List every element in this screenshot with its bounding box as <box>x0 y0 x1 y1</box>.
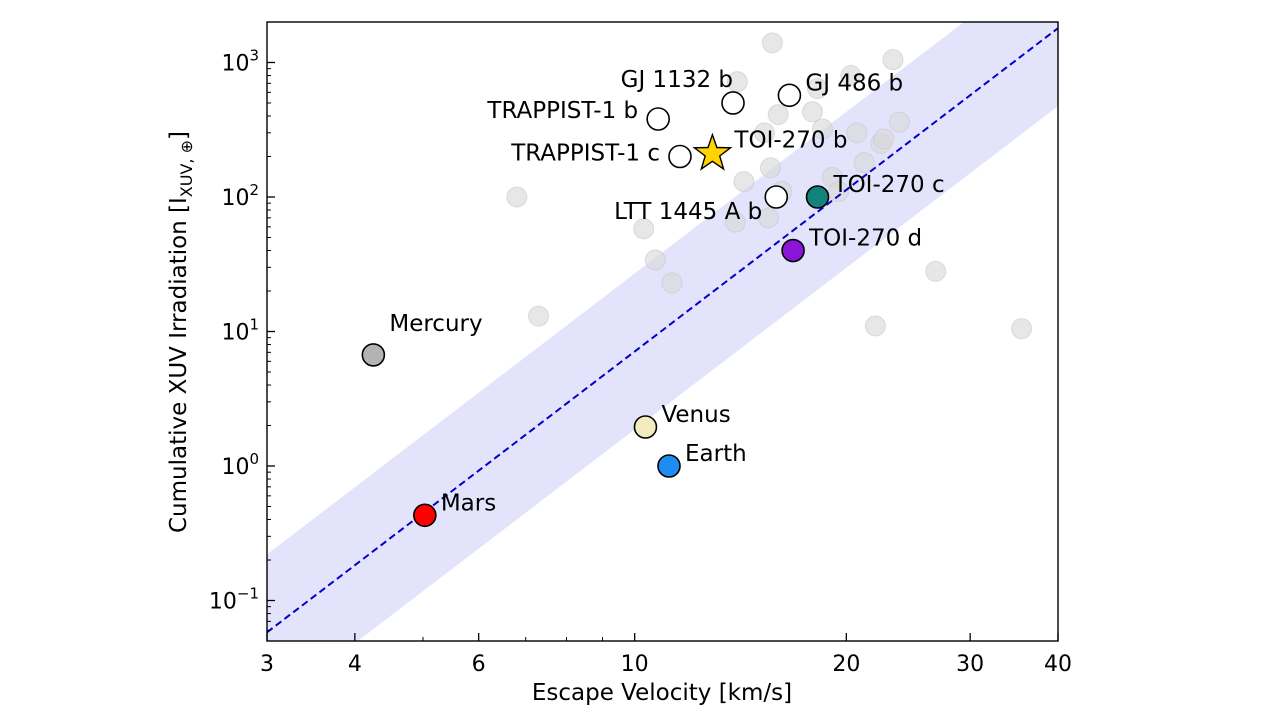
y-tick-label: 102 <box>221 181 259 211</box>
planet-point <box>646 107 670 131</box>
background-point <box>864 315 886 337</box>
background-point <box>759 157 781 179</box>
planet-label: TOI-270 c <box>833 172 945 198</box>
planet-label: Mars <box>441 490 496 516</box>
y-axis-title-main: Cumulative XUV Irradiation [I <box>166 197 192 533</box>
planet-point <box>633 415 658 439</box>
background-point <box>801 101 823 123</box>
planet-label: GJ 486 b <box>805 70 903 96</box>
background-point <box>733 171 755 193</box>
background-point <box>633 218 655 240</box>
planet-label: TRAPPIST-1 c <box>510 141 660 167</box>
star-marker <box>692 132 733 171</box>
y-axis-title: Cumulative XUV Irradiation [IXUV, ⊕] <box>166 131 196 533</box>
y-tick-base: 10 <box>221 51 249 76</box>
y-tick-exp: 2 <box>249 181 259 199</box>
y-tick-base: 10 <box>221 321 249 346</box>
background-point <box>846 122 868 144</box>
star-label: TOI-270 b <box>733 128 847 154</box>
background-point <box>767 104 789 126</box>
background-point <box>724 211 746 233</box>
background-point <box>528 305 550 327</box>
planet-label: Venus <box>661 402 730 428</box>
y-axis-title-close: ] <box>166 131 192 140</box>
planet-point <box>805 185 830 209</box>
background-point <box>1011 318 1033 340</box>
planet-point <box>657 454 681 478</box>
x-tick-label: 30 <box>956 652 984 677</box>
background-point <box>807 78 829 100</box>
background-point <box>882 49 904 71</box>
y-tick-exp: 0 <box>249 450 259 468</box>
background-point <box>840 65 862 87</box>
x-tick-label: 6 <box>472 652 486 677</box>
y-tick-label: 103 <box>221 46 259 76</box>
planet-point <box>361 343 386 367</box>
trend-band <box>267 22 1058 641</box>
x-axis-title: Escape Velocity [km/s] <box>532 680 792 706</box>
y-tick-base: 10 <box>209 590 237 615</box>
background-point <box>925 260 947 282</box>
x-tick-label: 4 <box>348 652 362 677</box>
planet-label: Mercury <box>389 311 482 337</box>
x-tick-label: 10 <box>621 652 649 677</box>
planet-label: TRAPPIST-1 b <box>486 98 638 124</box>
planet-label: LTT 1445 A b <box>614 199 762 225</box>
planet-point <box>777 83 802 108</box>
background-point <box>754 122 776 144</box>
x-tick-label: 20 <box>832 652 860 677</box>
y-tick-base: 10 <box>221 186 249 211</box>
background-point <box>853 152 875 174</box>
y-tick-label: 10−1 <box>209 585 259 615</box>
planet-point <box>413 503 437 528</box>
planet-point <box>721 91 745 115</box>
named-points: Mercury Mars Venus Earth TRAPPIST-1 b TRAPPIS… <box>361 67 945 528</box>
background-point <box>812 118 834 140</box>
y-tick-base: 10 <box>221 455 249 480</box>
trend-line <box>267 27 1058 634</box>
planet-point <box>781 238 805 263</box>
y-tick-exp: 3 <box>249 46 259 64</box>
background-point <box>644 249 666 271</box>
y-tick-label: 101 <box>221 316 259 346</box>
y-axis-title-sub: XUV, ⊕ <box>177 140 196 197</box>
planet-point <box>668 144 692 169</box>
x-axis: 3 4 6 10 20 30 40 <box>260 633 1072 677</box>
background-point <box>661 272 683 294</box>
background-point <box>726 71 748 93</box>
background-point <box>757 207 779 229</box>
planet-label: GJ 1132 b <box>621 67 733 93</box>
y-tick-exp: −1 <box>237 585 259 603</box>
x-tick-label: 3 <box>260 652 274 677</box>
y-tick-label: 100 <box>221 450 259 480</box>
background-point <box>888 111 910 133</box>
planet-label: Earth <box>685 441 747 467</box>
background-points <box>506 32 1033 340</box>
y-tick-exp: 1 <box>249 316 259 334</box>
x-tick-label: 40 <box>1044 652 1072 677</box>
planet-label: TOI-270 d <box>808 226 922 252</box>
background-point <box>761 32 783 54</box>
background-point <box>873 128 895 150</box>
background-point <box>506 186 528 208</box>
planet-point <box>764 185 789 209</box>
background-point <box>828 180 850 202</box>
